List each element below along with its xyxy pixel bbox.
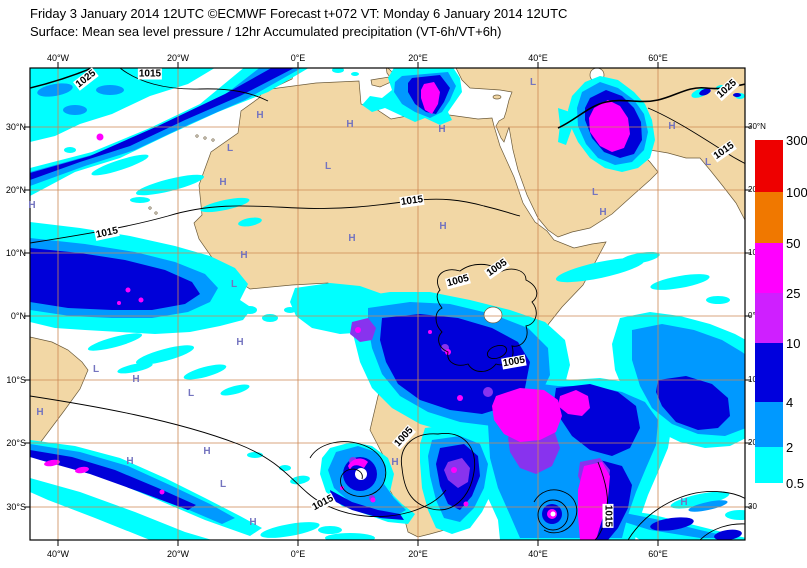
high-pressure-marker: H	[438, 124, 446, 135]
legend-value-label: 0.5	[786, 476, 805, 491]
low-pressure-marker: L	[529, 77, 537, 88]
lat-tick-label: 20°S	[6, 438, 26, 448]
legend-color-band	[755, 140, 783, 192]
precip-eye-holes	[355, 468, 556, 517]
brazil-landmass	[30, 336, 89, 457]
legend-value-label: 100	[786, 185, 807, 200]
legend-color-band	[755, 447, 783, 483]
high-pressure-marker: H	[36, 407, 44, 418]
legend-value-label: 10	[786, 336, 801, 351]
chart-title-line1: Friday 3 January 2014 12UTC ©ECMWF Forec…	[30, 6, 568, 21]
high-pressure-marker: H	[249, 517, 257, 528]
chart-title-line2: Surface: Mean sea level pressure / 12hr …	[30, 24, 502, 39]
low-pressure-marker: L	[219, 479, 227, 490]
lat-tick-label: 0°	[748, 311, 756, 320]
high-pressure-marker: H	[132, 374, 140, 385]
lon-tick-label: 40°E	[528, 549, 548, 559]
high-pressure-marker: H	[348, 233, 356, 244]
lat-tick-label: 30°N	[748, 122, 766, 131]
lon-tick-label: 0°E	[290, 549, 306, 559]
lon-tick-label: 20°W	[166, 53, 190, 63]
cyprus-island	[492, 94, 502, 100]
legend-value-label: 300	[786, 133, 807, 148]
low-pressure-marker: L	[226, 143, 234, 154]
map-border	[29, 67, 746, 541]
lon-tick-label: 40°W	[46, 53, 70, 63]
high-pressure-marker: H	[439, 221, 447, 232]
high-pressure-marker: H	[346, 119, 354, 130]
low-pressure-marker: L	[230, 279, 238, 290]
lon-tick-label: 0°E	[290, 53, 306, 63]
high-pressure-marker: H	[203, 446, 211, 457]
canary-islands	[148, 134, 215, 215]
sicily-island	[370, 76, 392, 88]
lat-tick-label: 30	[748, 502, 757, 511]
lat-tick-label: 10	[748, 248, 757, 257]
high-pressure-marker: H	[391, 457, 399, 468]
lat-tick-label: 0°N	[10, 311, 26, 321]
lat-tick-label: 10°N	[5, 248, 26, 258]
high-pressure-marker: H	[256, 110, 264, 121]
low-pressure-marker: L	[92, 364, 100, 375]
lat-tick-label: 20°N	[5, 185, 26, 195]
lat-tick-label: 30°S	[6, 502, 26, 512]
lat-tick-label: 10°S	[6, 375, 26, 385]
legend-color-band	[755, 402, 783, 447]
lat-tick-label: 20	[748, 185, 757, 194]
legend-color-band	[755, 343, 783, 402]
legend-value-label: 2	[786, 440, 794, 455]
legend-color-band	[755, 293, 783, 343]
high-pressure-marker: H	[236, 337, 244, 348]
low-pressure-marker: L	[704, 157, 712, 168]
legend-value-label: 50	[786, 236, 801, 251]
lon-tick-label: 20°W	[166, 549, 190, 559]
high-pressure-marker: H	[126, 456, 134, 467]
isobar-value-label: 1015	[137, 68, 163, 80]
legend-value-label: 25	[786, 286, 801, 301]
lat-tick-label: 30°N	[5, 122, 26, 132]
high-pressure-marker: H	[28, 200, 36, 211]
legend-color-band	[755, 243, 783, 293]
lon-tick-label: 60°E	[648, 53, 668, 63]
high-pressure-marker: H	[219, 177, 227, 188]
lon-tick-label: 60°E	[648, 549, 668, 559]
lat-tick-label: 20	[748, 438, 757, 447]
tick-layer	[24, 62, 751, 546]
grid-layer	[30, 68, 745, 540]
high-pressure-marker: H	[240, 250, 248, 261]
isobar-value-label: 1015	[602, 503, 614, 529]
low-pressure-marker: L	[324, 161, 332, 172]
legend-color-band	[755, 192, 783, 243]
high-pressure-marker: H	[599, 207, 607, 218]
low-pressure-marker: L	[187, 388, 195, 399]
high-pressure-marker: H	[668, 121, 676, 132]
lon-tick-label: 20°E	[408, 549, 428, 559]
precip-magenta	[44, 82, 630, 540]
isobar-layer	[30, 68, 745, 540]
high-pressure-marker: H	[680, 497, 688, 508]
lon-tick-label: 20°E	[408, 53, 428, 63]
lon-tick-label: 40°E	[528, 53, 548, 63]
legend-value-label: 4	[786, 395, 794, 410]
low-pressure-marker: L	[591, 187, 599, 198]
lake-victoria	[483, 306, 503, 324]
lat-tick-label: 10	[748, 375, 757, 384]
lon-tick-label: 40°W	[46, 549, 70, 559]
